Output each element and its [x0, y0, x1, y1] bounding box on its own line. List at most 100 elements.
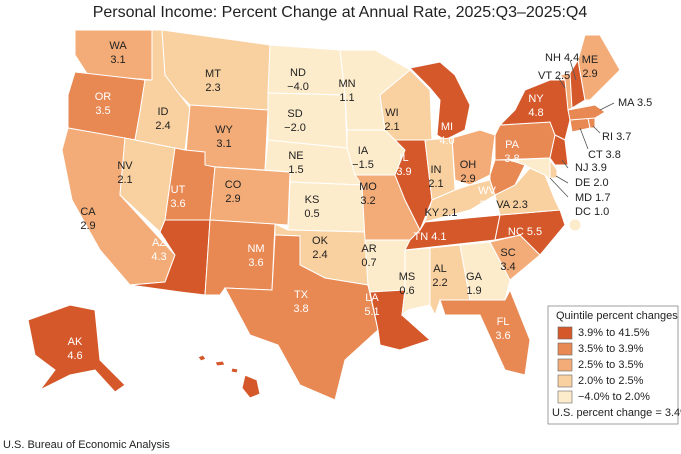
- state-value: 1.5: [288, 164, 303, 176]
- state-name: UT: [171, 184, 186, 196]
- state-name: VA: [496, 199, 511, 211]
- state-name: NC: [508, 226, 524, 238]
- state-label: MD 1.7: [575, 192, 610, 204]
- state-value: 4.8: [528, 107, 543, 119]
- state-value: 2.9: [80, 220, 95, 232]
- state-value: 2.9: [225, 193, 240, 205]
- legend-swatch: [557, 374, 573, 388]
- state-value: 5.1: [364, 306, 379, 318]
- state-name: FL: [497, 316, 510, 328]
- state-label: MA 3.5: [618, 97, 652, 109]
- state-value: 3.8: [293, 303, 308, 315]
- state-value: 2.5: [555, 70, 570, 82]
- state-name: TN: [413, 231, 428, 243]
- state-name: MN: [338, 78, 355, 90]
- state: [204, 219, 276, 296]
- state-name: CA: [80, 206, 96, 218]
- state-value: 3.1: [110, 54, 125, 66]
- state-name: CT: [588, 149, 603, 161]
- state: [439, 288, 531, 376]
- state-value: 4.0: [439, 135, 454, 147]
- legend-label: 2.5% to 3.5%: [578, 359, 644, 371]
- state-name: VT: [538, 70, 552, 82]
- state: [27, 304, 126, 393]
- state-label: CT 3.8: [588, 149, 621, 161]
- leader-line: [599, 102, 615, 111]
- state-value: 3.5: [479, 199, 494, 211]
- state-name: ME: [582, 54, 599, 66]
- state-value: 3.4: [500, 261, 515, 273]
- state-label: VT 2.5: [538, 70, 570, 82]
- state-name: LA: [365, 292, 379, 304]
- state-value: 2.1: [117, 174, 132, 186]
- leader-line: [579, 127, 589, 150]
- state: [197, 354, 261, 399]
- legend-label: −4.0% to 2.0%: [578, 391, 650, 403]
- state: [509, 157, 551, 182]
- state-value: 3.6: [495, 330, 510, 342]
- state-name: IN: [431, 164, 442, 176]
- state-value: 5.5: [527, 226, 542, 238]
- state: [567, 104, 606, 121]
- state-value: 4.1: [431, 231, 446, 243]
- state-name: KS: [305, 194, 320, 206]
- state-name: MA: [618, 97, 635, 109]
- state-value: 2.2: [432, 277, 447, 289]
- state: [224, 234, 379, 401]
- state-name: SD: [287, 108, 302, 120]
- state-label: NJ 3.9: [575, 162, 607, 174]
- leader-line: [555, 175, 569, 184]
- state-name: KY: [425, 207, 440, 219]
- state-value: 3.8: [606, 149, 621, 161]
- state-value: 3.6: [248, 257, 263, 269]
- legend-label: 3.9% to 41.5%: [578, 327, 650, 339]
- state-value: 3.5: [95, 105, 110, 117]
- state-name: OH: [460, 159, 477, 171]
- state-name: HI: [203, 376, 214, 388]
- state-value: 2.4: [155, 120, 170, 132]
- source: U.S. Bureau of Economic Analysis: [3, 439, 170, 451]
- state-value: 2.1: [442, 207, 457, 219]
- state-name: DE: [575, 177, 590, 189]
- state-value: 3.1: [216, 138, 231, 150]
- legend-swatch: [557, 390, 573, 404]
- state-name: MI: [441, 121, 453, 133]
- state-value: 3.5: [637, 97, 652, 109]
- state-name: IL: [399, 152, 408, 164]
- state-value: 2.1: [428, 178, 443, 190]
- state-label: TN 4.1: [413, 231, 446, 243]
- state: [408, 61, 471, 141]
- state-name: NM: [247, 243, 264, 255]
- state-value: 4.3: [151, 251, 166, 263]
- state-name: IA: [358, 145, 369, 157]
- state-label: RI 3.7: [602, 131, 631, 143]
- legend-title: Quintile percent changes: [556, 310, 678, 322]
- state-name: OK: [312, 235, 329, 247]
- us-note: U.S. percent change = 3.4%: [552, 407, 681, 419]
- state-value: 3.2: [360, 195, 375, 207]
- state-name: AL: [433, 263, 446, 275]
- legend-label: 3.5% to 3.9%: [578, 343, 644, 355]
- state-value: 3.7: [616, 131, 631, 143]
- state-name: NY: [528, 93, 544, 105]
- state: [549, 134, 569, 166]
- state-value: 0.5: [304, 208, 319, 220]
- legend-swatch: [557, 326, 573, 340]
- state-value: −4.0: [287, 81, 309, 93]
- legend-swatch: [557, 358, 573, 372]
- state-name: NJ: [575, 162, 588, 174]
- state: [577, 34, 621, 101]
- state-value: 2.9: [460, 173, 475, 185]
- state-value: 1.9: [466, 285, 481, 297]
- state-value: 4.6: [67, 350, 82, 362]
- state-labels: WA 3.1 OR 3.5 CA 2.9 NV 2.1 ID 2.4 MT 2.3 WY 3.1 UT 3.6…: [67, 40, 652, 402]
- state-name: AZ: [152, 237, 166, 249]
- state-name: OR: [95, 91, 112, 103]
- state-name: MS: [399, 271, 416, 283]
- state-value: 2.9: [582, 68, 597, 80]
- states: [27, 29, 621, 401]
- state-name: WY: [215, 124, 233, 136]
- leader-line: [592, 125, 601, 134]
- state-value: 1.0: [594, 206, 609, 218]
